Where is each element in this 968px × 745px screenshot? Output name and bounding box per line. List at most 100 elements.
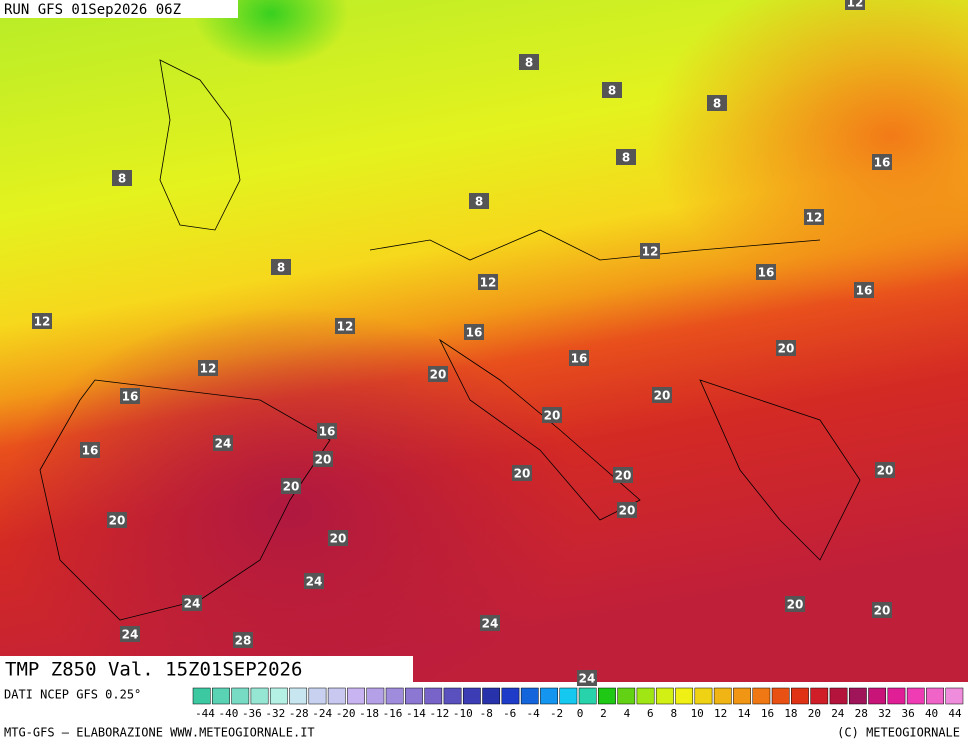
colorbar-label: 24 [831, 707, 845, 720]
contour-label-box [107, 512, 127, 528]
contour-label: 24 [122, 628, 139, 642]
contour-label-box [872, 602, 892, 618]
contour-label-box [875, 462, 895, 478]
temperature-field [0, 0, 968, 682]
colorbar-label: 14 [737, 707, 751, 720]
colorbar-swatch [829, 687, 848, 705]
contour-label: 12 [642, 245, 659, 259]
colorbar-label: 0 [577, 707, 584, 720]
contour-label-box [602, 82, 622, 98]
colorbar-swatch [231, 687, 250, 705]
colorbar-label: -28 [289, 707, 309, 720]
contour-label-box [478, 274, 498, 290]
contour-label: 28 [235, 634, 252, 648]
contour-label: 24 [184, 597, 201, 611]
colorbar-label: 18 [784, 707, 797, 720]
contour-label-box [428, 366, 448, 382]
coastlines [39, 59, 861, 621]
contour-label: 8 [713, 97, 721, 111]
contour-label: 24 [306, 575, 323, 589]
colorbar-swatch [598, 687, 616, 705]
contour-label-box [469, 193, 489, 209]
contour-label: 8 [622, 151, 630, 165]
colorbar-swatch [771, 687, 790, 705]
colorbar-label: -10 [453, 707, 473, 720]
colorbar-swatch [945, 687, 964, 705]
contour-label-box [617, 502, 637, 518]
colorbar-swatch [482, 687, 501, 705]
contour-label-box [304, 573, 324, 589]
contour-label: 16 [856, 284, 873, 298]
colorbar-label: -12 [429, 707, 449, 720]
contour-label: 8 [277, 261, 285, 275]
colorbar-label: -40 [219, 707, 239, 720]
colorbar-label: 6 [647, 707, 654, 720]
contour-label: 16 [319, 425, 336, 439]
contour-label: 12 [34, 315, 51, 329]
contour-label: 20 [430, 368, 447, 382]
contour-label: 20 [109, 514, 126, 528]
colorbar-swatch [347, 687, 365, 705]
source: DATI NCEP GFS 0.25° [4, 688, 141, 702]
contour-label: 8 [608, 84, 616, 98]
contour-label: 20 [544, 409, 561, 423]
contour-label: 16 [874, 156, 891, 170]
colorbar-swatch [868, 687, 887, 705]
colorbar-swatch [289, 687, 308, 705]
colorbar-label: 36 [902, 707, 915, 720]
contour-label-box [112, 170, 132, 186]
contour-label: 16 [758, 266, 775, 280]
contour-label: 20 [514, 467, 531, 481]
contour-label: 12 [806, 211, 823, 225]
contour-label: 8 [525, 56, 533, 70]
colorbar-label: 2 [600, 707, 607, 720]
colorbar-label: 16 [761, 707, 774, 720]
contour-label-box [464, 324, 484, 340]
contour-label: 12 [200, 362, 217, 376]
colorbar-label: -6 [503, 707, 516, 720]
contour-label: 20 [330, 532, 347, 546]
contour-label-box [613, 467, 633, 483]
colorbar-swatch [366, 687, 385, 705]
contour-label-box [776, 340, 796, 356]
contour-label: 16 [571, 352, 588, 366]
contour-label: 16 [122, 390, 139, 404]
title-box [0, 656, 413, 683]
contour-label-box [616, 149, 636, 165]
contour-label-box [845, 0, 865, 10]
colorbar-label: 32 [878, 707, 891, 720]
colorbar-swatch [405, 687, 423, 705]
colorbar-label: -18 [359, 707, 379, 720]
contour-label-box [335, 318, 355, 334]
contour-label-box [542, 407, 562, 423]
colorbar-swatch [443, 687, 462, 705]
contour-label-box [213, 435, 233, 451]
contour-label: 20 [778, 342, 795, 356]
contour-label: 20 [619, 504, 636, 518]
contour-label: 20 [654, 389, 671, 403]
contour-label-box [80, 442, 100, 458]
copyright: (C) METEOGIORNALE [837, 726, 960, 740]
contour-label: 12 [847, 0, 864, 10]
contour-label: 20 [283, 480, 300, 494]
colorbar-swatch [578, 687, 597, 705]
contour-label: 8 [475, 195, 483, 209]
contour-label: 16 [82, 444, 99, 458]
colorbar-swatch [540, 687, 558, 705]
colorbar-swatch [250, 687, 269, 705]
contour-label: 24 [579, 672, 596, 686]
colorbar-label: -14 [406, 707, 426, 720]
contour-label-box [519, 54, 539, 70]
colorbar-swatch [926, 687, 944, 705]
colorbar-swatch [694, 687, 713, 705]
contour-label-box [640, 243, 660, 259]
contour-label-box [271, 259, 291, 275]
colorbar-label: 10 [691, 707, 704, 720]
map-title: TMP Z850 Val. 15Z01SEP2026 [5, 659, 302, 681]
colorbar-swatch [906, 687, 925, 705]
colorbar-label: -24 [312, 707, 332, 720]
run-title: RUN GFS 01Sep2026 06Z [4, 2, 181, 18]
colorbar-swatch [848, 687, 867, 705]
